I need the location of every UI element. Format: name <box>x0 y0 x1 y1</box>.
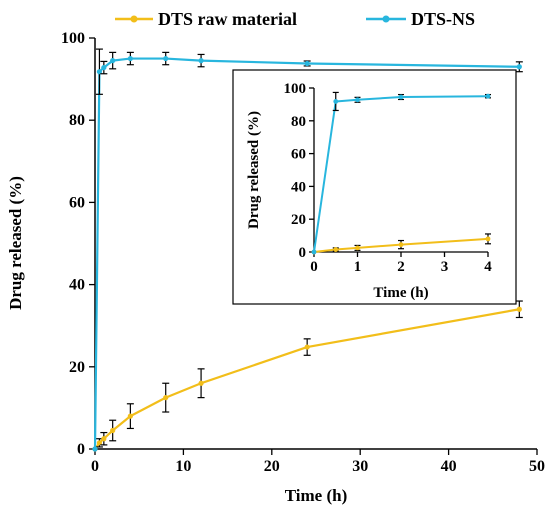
inset-x-tick-label: 0 <box>310 259 318 275</box>
inset-x-ticks: 0 1 2 3 4 <box>310 252 492 275</box>
main-x-tick-label: 40 <box>441 458 457 475</box>
main-data-point-raw <box>96 440 103 446</box>
legend-marker-raw <box>130 15 138 23</box>
main-data-point-raw <box>198 380 204 386</box>
main-data-point-ns <box>127 55 133 62</box>
main-y-tick-label: 20 <box>69 359 85 376</box>
main-x-tick-label: 50 <box>529 458 545 475</box>
main-data-point-ns <box>304 60 310 67</box>
main-y-tick-label: 60 <box>69 194 85 211</box>
inset-x-tick-label: 4 <box>484 259 492 275</box>
main-series <box>92 48 523 452</box>
legend-label-ns: DTS-NS <box>411 9 475 29</box>
main-x-tick-label: 10 <box>175 458 191 475</box>
inset-x-tick-label: 2 <box>397 259 405 275</box>
inset-x-tick-label: 3 <box>441 259 449 275</box>
main-data-point-ns <box>163 55 169 62</box>
main-data-point-raw <box>110 427 116 434</box>
inset-y-tick-label: 100 <box>284 81 307 97</box>
main-x-ticks: 0 10 20 30 40 50 <box>91 449 545 475</box>
inset-data-point-raw <box>398 242 404 248</box>
inset-series <box>311 91 491 255</box>
main-data-point-raw <box>101 436 107 442</box>
main-data-point-ns <box>110 58 116 64</box>
inset-y-tick-label: 80 <box>291 114 306 130</box>
inset-y-tick-label: 20 <box>291 212 306 228</box>
inset-y-tick-label: 60 <box>291 147 306 163</box>
inset-y-tick-label: 0 <box>299 245 307 261</box>
main-data-point-ns <box>516 64 522 70</box>
main-y-tick-label: 100 <box>61 30 85 47</box>
main-y-tick-label: 80 <box>69 112 85 129</box>
inset-x-tick-label: 1 <box>354 259 362 275</box>
inset-x-axis-label: Time (h) <box>373 285 428 301</box>
main-y-ticks: 0 20 40 60 80 100 <box>61 30 95 458</box>
legend-marker-ns <box>382 15 390 23</box>
inset-data-point-ns <box>333 99 339 104</box>
inset-data-point-raw <box>355 245 360 251</box>
inset-data-point-ns <box>398 94 404 100</box>
main-data-point-ns <box>101 64 107 71</box>
main-data-point-ns <box>92 446 98 452</box>
main-data-point-raw <box>163 395 169 401</box>
inset-frame <box>232 69 517 305</box>
main-data-point-raw <box>304 344 310 350</box>
inset-y-tick-label: 40 <box>291 179 306 195</box>
inset-data-point-ns <box>311 249 317 255</box>
main-data-point-raw <box>127 413 133 419</box>
legend: DTS raw material DTS-NS <box>115 9 475 29</box>
main-y-axis-label: Drug released (%) <box>6 176 25 310</box>
inset-data-point-ns <box>485 93 491 99</box>
inset-y-axis-label: Drug released (%) <box>246 111 262 229</box>
main-x-tick-label: 30 <box>352 458 368 475</box>
main-x-axis-label: Time (h) <box>285 486 348 505</box>
inset-data-point-ns <box>355 97 360 103</box>
main-x-tick-label: 20 <box>264 458 280 475</box>
main-data-point-ns <box>198 58 204 64</box>
legend-label-raw: DTS raw material <box>158 9 297 29</box>
main-y-tick-label: 40 <box>69 277 85 294</box>
main-data-point-raw <box>516 306 522 312</box>
main-data-point-ns <box>96 69 103 75</box>
inset-y-ticks: 0 20 40 60 80 100 <box>284 81 314 261</box>
main-x-tick-label: 0 <box>91 458 99 475</box>
inset-data-point-raw <box>333 247 339 252</box>
inset-data-point-raw <box>485 236 491 242</box>
main-y-tick-label: 0 <box>77 441 85 458</box>
main-series-line-raw <box>94 308 520 450</box>
inset-plot: 0 1 2 3 4 0 20 40 60 80 100 Time (h) Drug release… <box>232 69 517 305</box>
